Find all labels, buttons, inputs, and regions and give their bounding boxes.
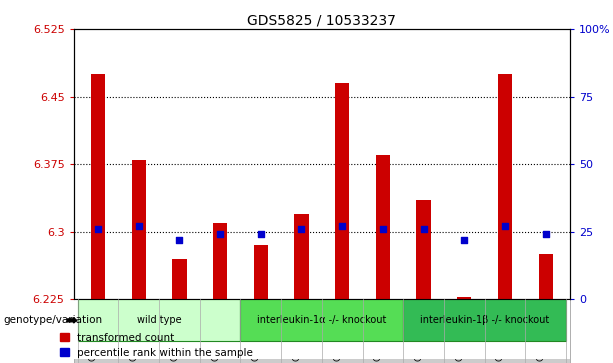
FancyBboxPatch shape	[240, 299, 403, 341]
FancyBboxPatch shape	[78, 299, 240, 341]
Point	[256, 232, 265, 237]
Title: GDS5825 / 10533237: GDS5825 / 10533237	[248, 14, 396, 28]
Text: genotype/variation: genotype/variation	[3, 315, 102, 325]
Bar	[172, 259, 186, 299]
Bar	[416, 200, 431, 299]
Bar	[294, 214, 308, 299]
Bar	[498, 74, 512, 299]
Bar	[335, 83, 349, 299]
Point	[459, 237, 469, 243]
FancyBboxPatch shape	[403, 299, 566, 341]
Point	[215, 232, 225, 237]
Text: wild type: wild type	[137, 315, 181, 325]
Point	[337, 224, 347, 229]
Bar	[539, 254, 553, 299]
Point	[500, 224, 510, 229]
Point	[175, 237, 185, 243]
Point	[378, 226, 388, 232]
Bar	[132, 160, 146, 299]
Bar	[457, 297, 471, 299]
Point	[297, 226, 306, 232]
Bar	[91, 74, 105, 299]
Point	[541, 232, 550, 237]
Bar	[376, 155, 390, 299]
Point	[134, 224, 143, 229]
Point	[419, 226, 428, 232]
Point	[93, 226, 103, 232]
Text: interleukin-1β -/- knockout: interleukin-1β -/- knockout	[420, 315, 549, 325]
Text: interleukin-1α -/- knockout: interleukin-1α -/- knockout	[257, 315, 387, 325]
Bar	[254, 245, 268, 299]
Legend: transformed count, percentile rank within the sample: transformed count, percentile rank withi…	[60, 333, 253, 358]
Bar	[213, 223, 227, 299]
